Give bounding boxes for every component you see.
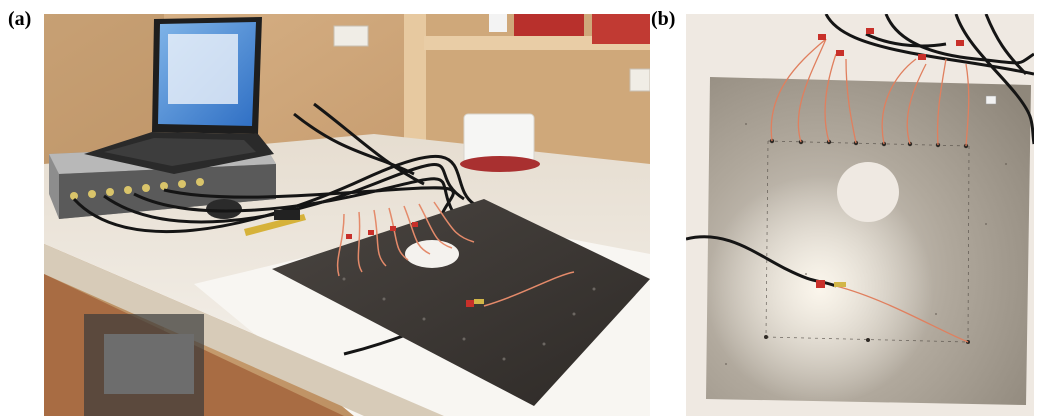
photo-experimental-setup bbox=[44, 14, 650, 416]
plate-topview bbox=[686, 14, 1034, 416]
panel-label-a: (a) bbox=[8, 8, 32, 30]
setup-scene bbox=[44, 14, 650, 416]
photo-steel-plate-with-sensors bbox=[686, 14, 1034, 416]
panel-label-b: (b) bbox=[651, 8, 676, 30]
